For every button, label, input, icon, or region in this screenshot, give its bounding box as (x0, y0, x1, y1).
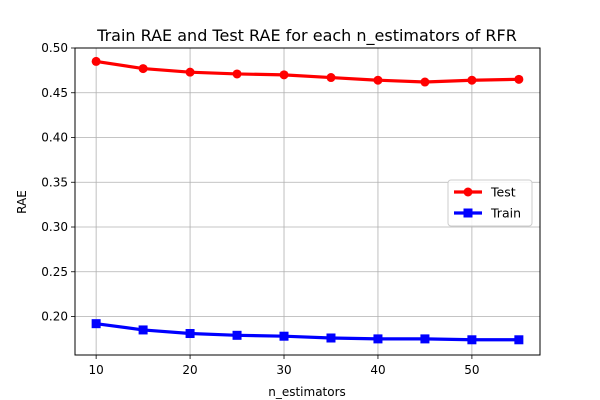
x-axis-label: n_estimators (268, 385, 346, 399)
x-tick-label: 10 (88, 363, 103, 377)
ticks: 10 20 30 40 50 0.20 0.25 0.30 0.35 0.40 0.45 0.50 (41, 41, 479, 377)
y-tick-label: 0.50 (41, 41, 68, 55)
chart-title: Train RAE and Test RAE for each n_estima… (96, 26, 517, 46)
test-point (514, 74, 524, 84)
train-point (91, 319, 101, 329)
x-tick-label: 40 (370, 363, 385, 377)
test-point (326, 73, 336, 83)
y-tick-label: 0.35 (41, 175, 68, 189)
test-point (91, 56, 101, 66)
test-point (185, 67, 195, 77)
y-tick-label: 0.45 (41, 86, 68, 100)
grid (75, 47, 540, 355)
test-point (373, 75, 383, 85)
train-point (138, 325, 148, 335)
train-point (373, 334, 383, 344)
legend: Test Train (447, 179, 533, 227)
y-tick-label: 0.25 (41, 265, 68, 279)
train-point (279, 331, 289, 341)
test-point (420, 77, 430, 87)
train-point (514, 335, 524, 345)
train-point (185, 329, 195, 339)
legend-train-label: Train (490, 206, 521, 221)
train-point (420, 334, 430, 344)
train-point (232, 330, 242, 340)
train-point (326, 333, 336, 343)
y-tick-label: 0.30 (41, 220, 68, 234)
test-point (467, 75, 477, 85)
x-tick-label: 20 (182, 363, 197, 377)
y-tick-label: 0.40 (41, 131, 68, 145)
y-tick-label: 0.20 (41, 310, 68, 324)
x-tick-label: 30 (276, 363, 291, 377)
train-point (467, 335, 477, 345)
test-point (232, 69, 242, 79)
x-tick-label: 50 (464, 363, 479, 377)
plot-frame (74, 47, 541, 356)
series-group (91, 56, 524, 345)
legend-test-marker (463, 187, 473, 197)
test-series-line (94, 59, 521, 84)
train-series-line (94, 322, 521, 342)
test-point (138, 64, 148, 74)
y-axis-label: RAE (15, 190, 29, 214)
legend-test-label: Test (490, 185, 516, 200)
legend-train-marker (463, 208, 473, 218)
test-point (279, 70, 289, 80)
